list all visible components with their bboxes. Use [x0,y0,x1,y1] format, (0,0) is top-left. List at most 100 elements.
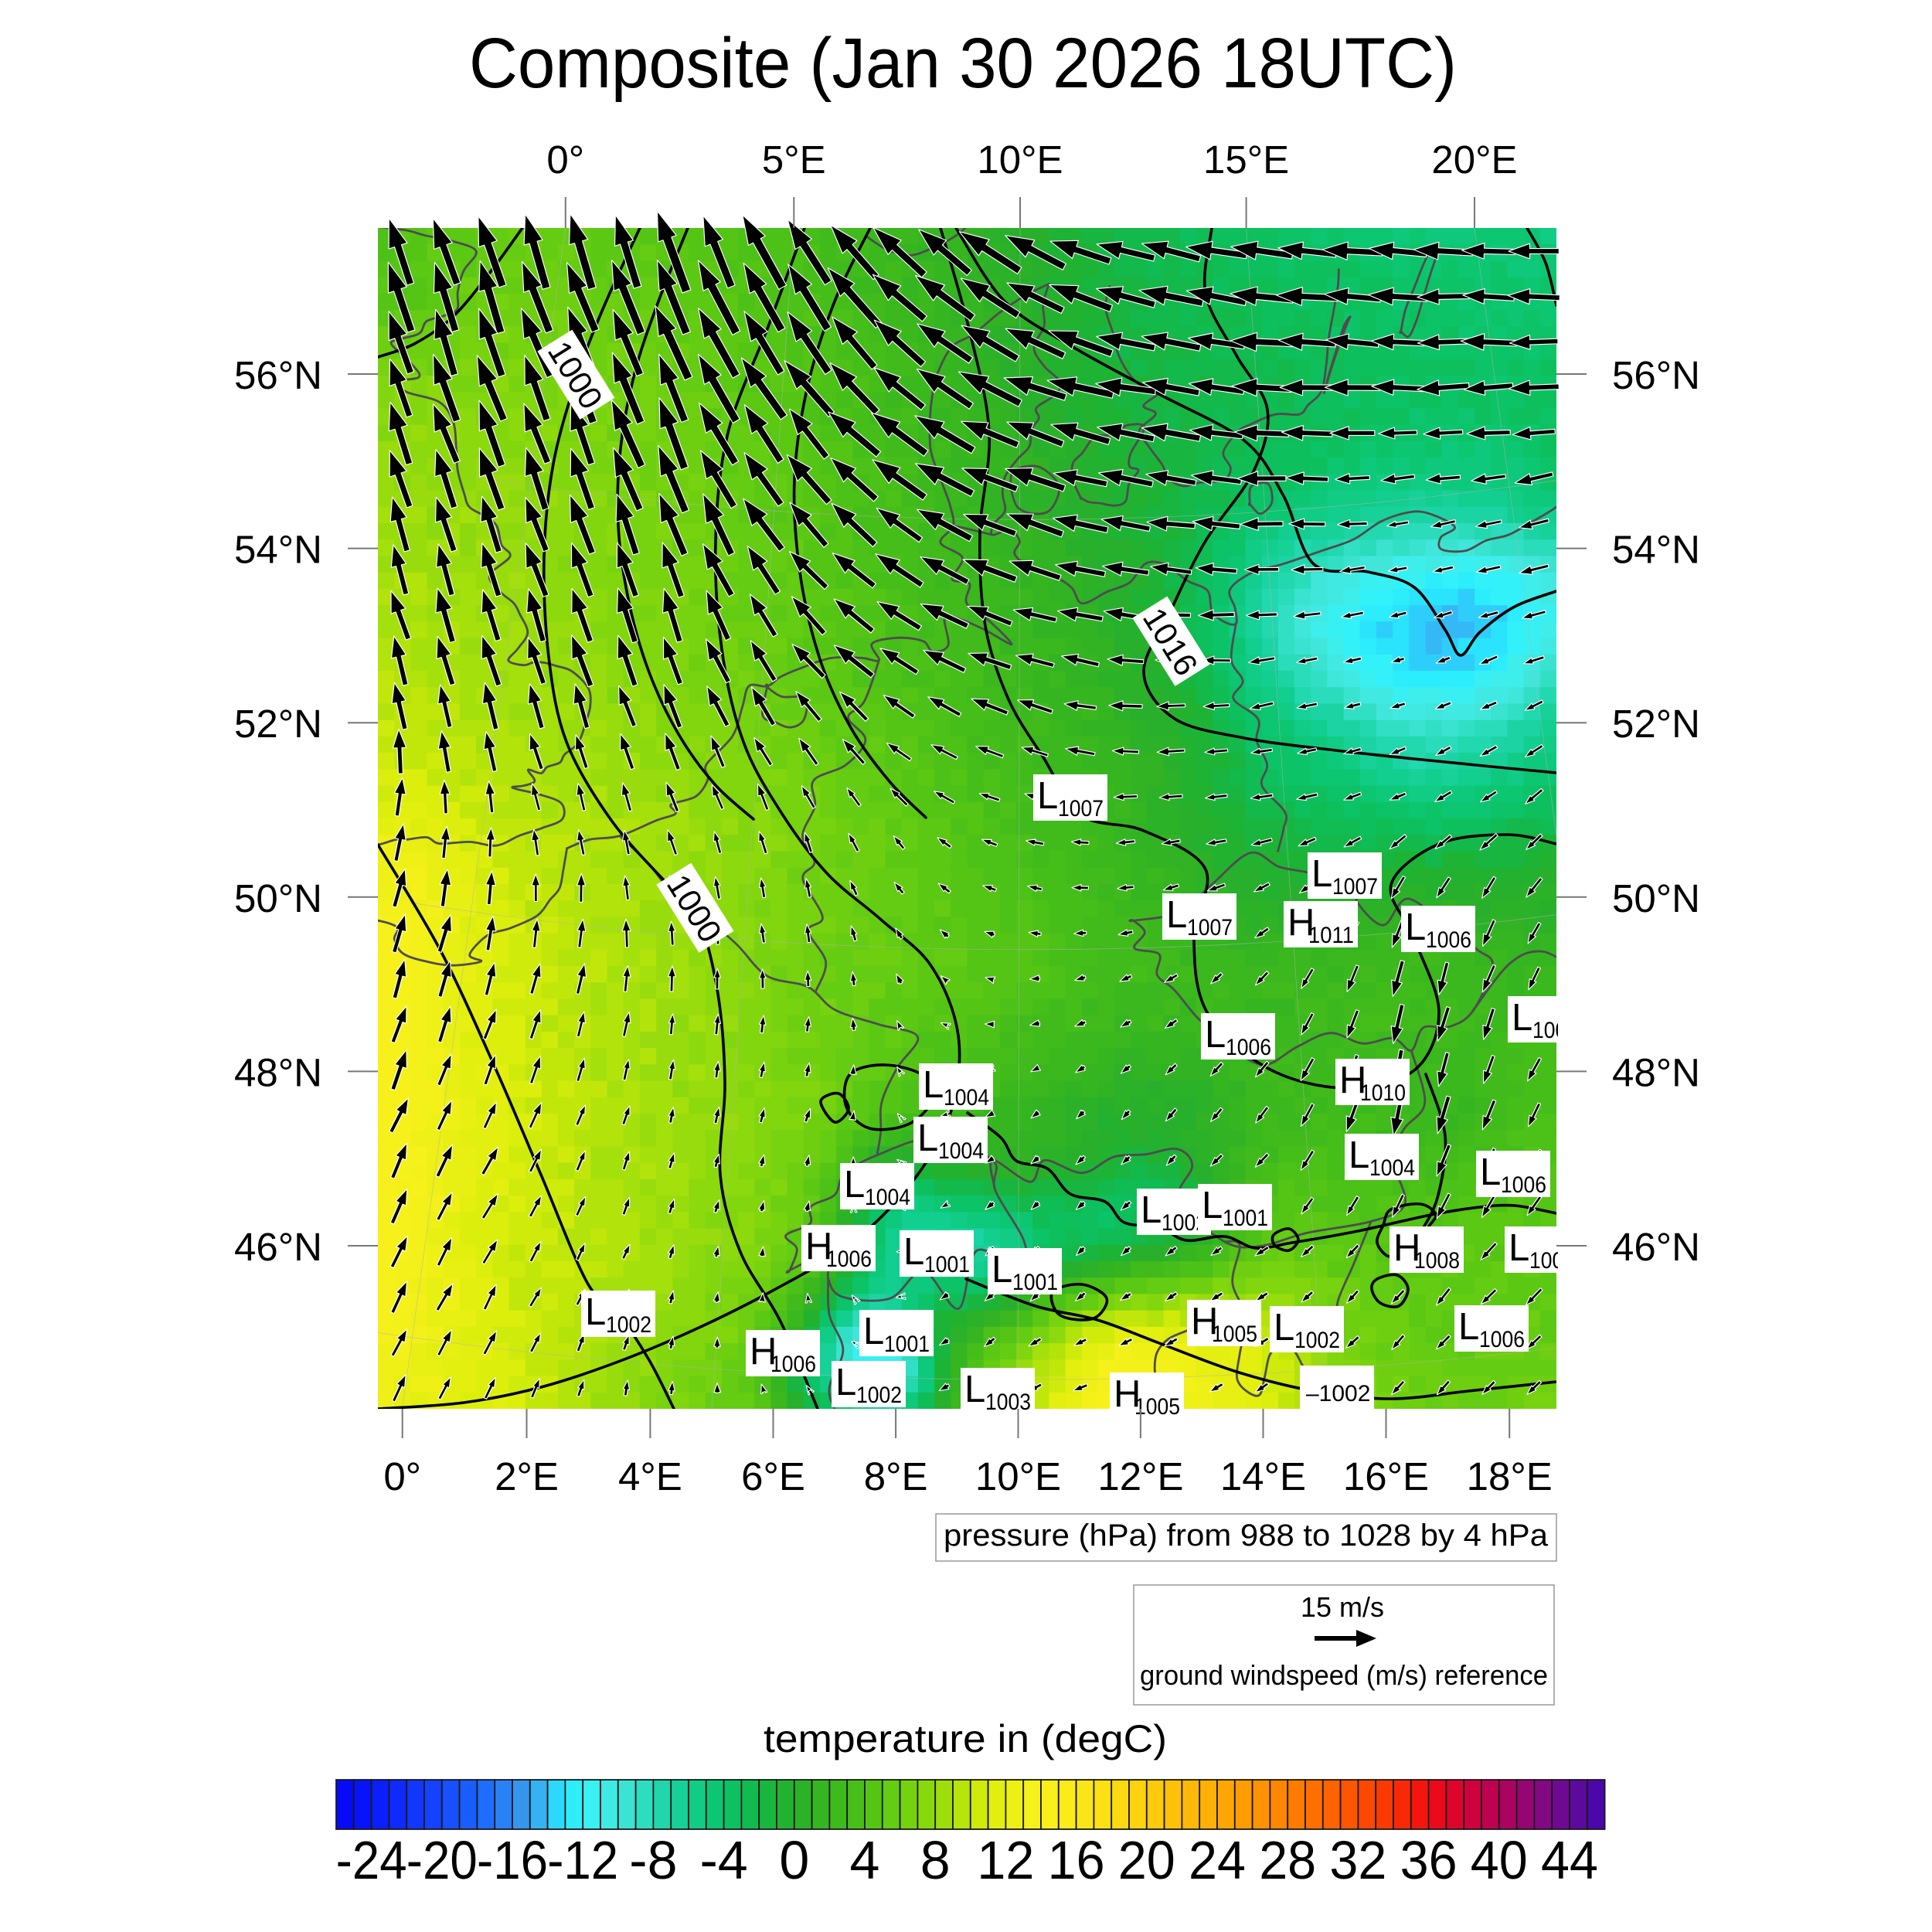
svg-text:L: L [1512,997,1532,1039]
svg-text:1002: 1002 [1294,1328,1340,1353]
svg-text:L: L [585,1291,606,1333]
svg-text:–1002: –1002 [1306,1381,1370,1406]
svg-text:32: 32 [1329,1830,1386,1890]
svg-text:56°N: 56°N [1612,353,1700,397]
svg-text:L: L [1458,1306,1479,1348]
svg-text:1006: 1006 [1226,1035,1271,1060]
svg-text:6°E: 6°E [741,1454,805,1498]
svg-text:1004: 1004 [865,1185,910,1210]
svg-text:52°N: 52°N [234,702,322,746]
svg-text:-8: -8 [629,1830,677,1890]
svg-text:1011: 1011 [1308,923,1354,948]
svg-text:L: L [863,1311,884,1352]
svg-text:10°E: 10°E [977,138,1063,182]
svg-text:pressure (hPa) from 988 to 102: pressure (hPa) from 988 to 1028 by 4 hPa [944,1519,1549,1553]
svg-text:1005: 1005 [1134,1394,1180,1420]
svg-text:L: L [917,1117,938,1159]
svg-text:H: H [1191,1301,1218,1342]
svg-text:1005: 1005 [1212,1321,1257,1347]
svg-text:L: L [992,1249,1012,1291]
svg-text:L: L [1205,1014,1226,1056]
svg-text:1006: 1006 [1426,927,1471,953]
svg-text:1004: 1004 [938,1138,984,1164]
svg-text:-24: -24 [336,1830,407,1890]
svg-text:-16: -16 [477,1830,548,1890]
svg-text:1007: 1007 [1058,796,1104,821]
svg-text:1006: 1006 [1479,1327,1525,1352]
svg-text:4: 4 [850,1830,880,1890]
svg-text:H: H [1287,902,1315,944]
svg-text:24: 24 [1189,1830,1246,1890]
svg-text:50°N: 50°N [1612,876,1700,920]
svg-text:H: H [1114,1373,1141,1415]
svg-text:1008: 1008 [1414,1248,1460,1274]
svg-text:1006: 1006 [770,1352,816,1377]
svg-text:10°E: 10°E [975,1454,1061,1498]
svg-text:1006: 1006 [1501,1172,1546,1198]
svg-text:H: H [750,1331,777,1372]
svg-text:-12: -12 [547,1830,618,1890]
svg-text:-4: -4 [699,1830,747,1890]
svg-text:4°E: 4°E [618,1454,682,1498]
svg-text:48°N: 48°N [234,1050,322,1094]
svg-text:1001: 1001 [1223,1206,1268,1231]
svg-text:L: L [1509,1227,1529,1269]
svg-text:Composite (Jan 30 2026 18UTC): Composite (Jan 30 2026 18UTC) [469,24,1457,103]
svg-text:1003: 1003 [985,1389,1031,1415]
svg-text:0: 0 [779,1830,809,1890]
svg-text:20°E: 20°E [1431,138,1517,182]
svg-text:16°E: 16°E [1343,1454,1429,1498]
svg-text:50°N: 50°N [234,876,322,920]
svg-text:36: 36 [1400,1830,1458,1890]
svg-text:1002: 1002 [606,1312,651,1338]
svg-text:54°N: 54°N [234,528,322,572]
svg-text:L: L [1037,775,1058,817]
svg-text:L: L [1274,1307,1294,1349]
svg-text:H: H [1393,1227,1420,1269]
svg-text:1001: 1001 [924,1252,970,1277]
svg-text:H: H [805,1226,832,1267]
svg-text:L: L [964,1369,985,1410]
svg-text:0°: 0° [383,1454,421,1498]
svg-text:46°N: 46°N [234,1225,322,1269]
svg-text:L: L [1405,906,1426,948]
svg-text:12: 12 [977,1830,1034,1890]
svg-text:L: L [1349,1134,1369,1176]
svg-text:L: L [1480,1151,1501,1193]
svg-text:1007: 1007 [1187,915,1233,940]
svg-text:48°N: 48°N [1612,1050,1700,1094]
svg-text:52°N: 52°N [1612,702,1700,746]
svg-text:-20: -20 [406,1830,478,1890]
svg-text:56°N: 56°N [234,353,322,397]
svg-text:1001: 1001 [884,1332,930,1357]
svg-text:8°E: 8°E [864,1454,928,1498]
svg-text:1004: 1004 [944,1085,989,1111]
svg-text:28: 28 [1259,1830,1316,1890]
svg-text:1002: 1002 [856,1383,902,1408]
svg-text:1006: 1006 [1529,1248,1575,1274]
svg-text:1010: 1010 [1360,1080,1406,1106]
svg-text:18°E: 18°E [1467,1454,1553,1498]
svg-text:46°N: 46°N [1612,1225,1700,1269]
svg-text:8: 8 [920,1830,951,1890]
svg-text:15°E: 15°E [1203,138,1289,182]
svg-text:2°E: 2°E [495,1454,559,1498]
svg-text:1001: 1001 [1012,1270,1058,1295]
svg-text:L: L [844,1164,865,1206]
svg-text:40: 40 [1471,1830,1528,1890]
svg-text:0°: 0° [546,138,584,182]
svg-text:L: L [1166,894,1187,936]
svg-text:1006: 1006 [1532,1018,1578,1043]
svg-text:L: L [835,1362,856,1403]
svg-text:12°E: 12°E [1097,1454,1183,1498]
svg-text:L: L [923,1064,944,1106]
svg-text:16: 16 [1048,1830,1105,1890]
svg-text:L: L [1141,1189,1162,1231]
svg-text:L: L [1202,1185,1223,1226]
svg-text:1006: 1006 [826,1247,872,1272]
svg-text:15 m/s: 15 m/s [1301,1591,1384,1623]
svg-text:1004: 1004 [1369,1155,1415,1181]
svg-text:44: 44 [1541,1830,1598,1890]
svg-text:L: L [903,1231,924,1273]
svg-text:L: L [1311,853,1332,895]
